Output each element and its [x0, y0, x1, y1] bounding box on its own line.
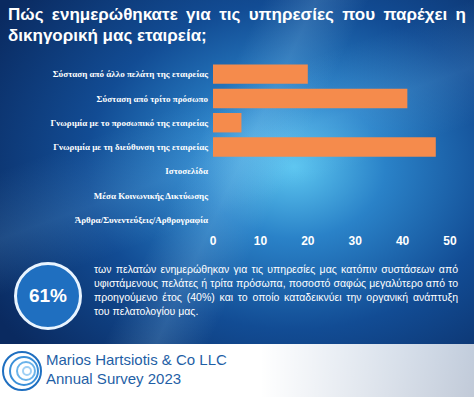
- html-text:61%: 61%: [29, 285, 67, 306]
- svg-text:40: 40: [396, 234, 410, 248]
- svg-text:50: 50: [443, 234, 457, 248]
- html-text:Πώς ενημερώθηκατε για τις υπηρ: Πώς ενημερώθηκατε για τις υπηρεσίες που …: [8, 5, 466, 45]
- svg-text:Σύσταση από άλλο πελάτη της ετ: Σύσταση από άλλο πελάτη της εταιρείας: [53, 69, 209, 79]
- html-text:Marios Hartsiotis & Co LLC: Marios Hartsiotis & Co LLC: [46, 351, 227, 368]
- svg-text:20: 20: [301, 234, 315, 248]
- svg-text:Γνωριμία με το προσωπικό της ε: Γνωριμία με το προσωπικό της εταιρείας: [50, 118, 208, 128]
- svg-text:Σύσταση από τρίτο πρόσωπο: Σύσταση από τρίτο πρόσωπο: [97, 94, 209, 104]
- svg-text:Ιστοσελίδα: Ιστοσελίδα: [165, 166, 208, 176]
- svg-text:30: 30: [349, 234, 363, 248]
- html-text:Annual Survey 2023: Annual Survey 2023: [46, 370, 182, 387]
- svg-text:Άρθρα/Συνεντεύξεις/Αρθρογραφία: Άρθρα/Συνεντεύξεις/Αρθρογραφία: [75, 215, 208, 225]
- html-text:των πελατών ενημερώθηκαν για τ: των πελατών ενημερώθηκαν για τις υπηρεσί…: [94, 263, 458, 317]
- svg-text:Γνωριμία με τη διεύθυνση της ε: Γνωριμία με τη διεύθυνση της εταιρείας: [53, 142, 208, 152]
- svg-text:Μέσα Κοινωνικής Δικτύωσης: Μέσα Κοινωνικής Δικτύωσης: [94, 191, 209, 201]
- svg-text:10: 10: [254, 234, 268, 248]
- svg-text:0: 0: [210, 234, 217, 248]
